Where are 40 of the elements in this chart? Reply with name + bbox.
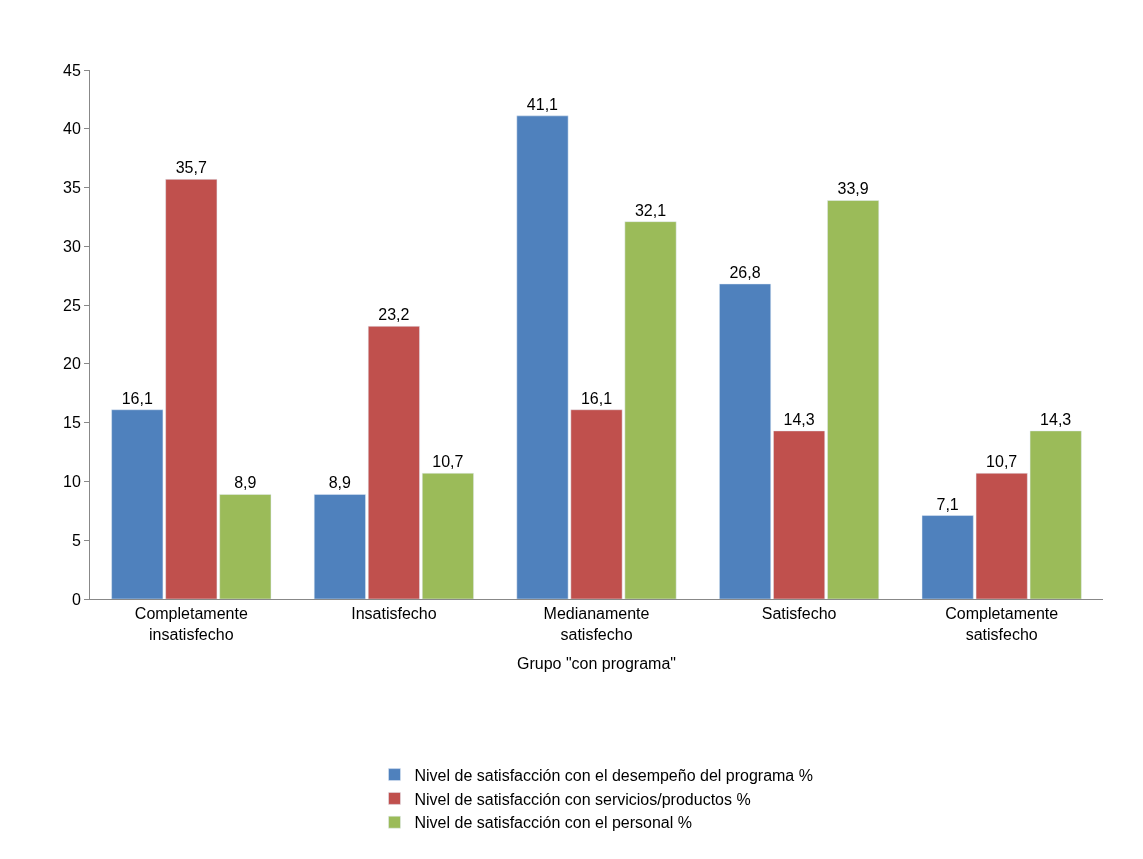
bar [313,494,366,599]
y-tick-label: 15 [63,414,81,432]
y-tick-label: 45 [63,61,81,79]
legend-label: Nivel de satisfacción con el personal % [414,814,692,832]
x-tick-label: Completamente insatisfecho [134,605,248,643]
x-axis-title: Grupo "con programa" [517,654,676,672]
data-label: 35,7 [175,159,207,177]
x-tick-label: Satisfecho [761,605,837,623]
data-label: 10,7 [432,453,464,471]
bar [422,472,474,599]
data-label: 14,3 [783,410,815,428]
y-tick-label: 0 [71,590,81,608]
data-label: 32,1 [634,201,667,219]
data-label: 8,9 [328,474,352,492]
data-label: 16,1 [121,389,153,407]
data-label: 41,1 [526,95,559,113]
y-tick-label: 5 [71,531,81,549]
y-tick-label: 40 [63,120,81,138]
bar [367,326,420,599]
x-tick-label: Insatisfecho [351,605,437,623]
bar [719,283,771,599]
data-label: 33,9 [837,180,869,198]
y-tick-label: 30 [63,237,81,255]
legend-label: Nivel de satisfacción con servicios/productos % [414,790,751,808]
data-label: 26,8 [729,263,761,281]
y-tick-label: 35 [63,179,81,197]
y-tick-label: 10 [63,473,81,491]
data-label: 14,3 [1040,410,1072,428]
data-label: 23,2 [378,306,410,324]
bar [773,430,826,599]
data-label: 16,1 [580,389,613,407]
y-tick-label: 20 [63,355,81,373]
x-tick-label: Medianamente satisfecho [543,605,650,643]
y-tick-label: 25 [63,296,81,314]
data-label: 10,7 [986,453,1018,471]
legend-label: Nivel de satisfacción con el desempeño del programa % [414,766,813,784]
data-label: 7,1 [936,495,959,513]
data-label: 8,9 [234,474,257,492]
x-tick-label: Completamente satisfecho [945,605,1059,643]
bar [827,200,880,599]
